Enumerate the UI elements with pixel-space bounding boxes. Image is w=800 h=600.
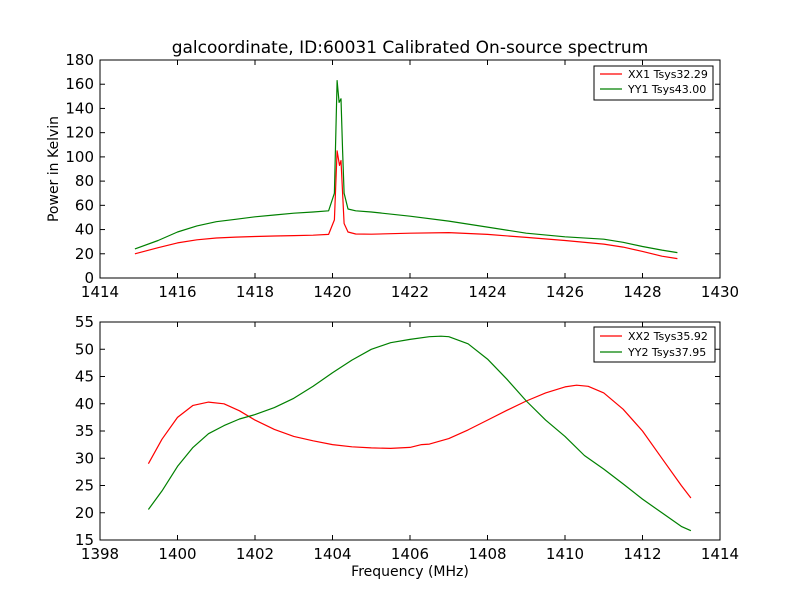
x-tick-label: 1418 xyxy=(236,283,274,301)
y-tick-label: 25 xyxy=(75,477,94,495)
x-tick-label: 1398 xyxy=(81,545,119,563)
x-axis-label: Frequency (MHz) xyxy=(351,564,469,580)
y-tick-label: 140 xyxy=(65,99,94,117)
legend: XX1 Tsys32.29 YY1 Tsys43.00 xyxy=(593,65,714,101)
legend-box xyxy=(593,65,714,101)
legend-box xyxy=(593,326,716,363)
bottom-spectrum-chart: Frequency (MHz) 1398 1400 1402 1404 1406 1408… xyxy=(75,313,739,580)
series-lines xyxy=(134,80,678,260)
y-tick-label: 15 xyxy=(75,531,94,549)
legend: XX2 Tsys35.92 YY2 Tsys37.95 xyxy=(593,326,716,363)
x-tick-label: 1416 xyxy=(158,283,196,301)
y-tick-label: 80 xyxy=(75,172,94,190)
y-tick-label: 35 xyxy=(75,422,94,440)
x-tick-label: 1406 xyxy=(391,545,429,563)
y-tick-label: 60 xyxy=(75,196,94,214)
y-tick-label: 0 xyxy=(84,269,94,287)
y-tick-label: 50 xyxy=(75,340,94,358)
y-tick-label: 20 xyxy=(75,245,94,263)
series-line-yy1 xyxy=(134,80,678,254)
tick-labels: 1398 1400 1402 1404 1406 1408 1410 1412 1414 15 20… xyxy=(75,313,739,563)
x-tick-label: 1408 xyxy=(468,545,506,563)
y-tick-label: 30 xyxy=(75,449,94,467)
top-spectrum-chart: galcoordinate, ID:60031 Calibrated On-so… xyxy=(46,38,739,301)
x-tick-label: 1414 xyxy=(81,283,119,301)
legend-label-xx2: XX2 Tsys35.92 xyxy=(628,330,708,343)
chart-title: galcoordinate, ID:60031 Calibrated On-so… xyxy=(172,38,649,58)
y-axis-label: Power in Kelvin xyxy=(46,116,62,222)
y-tick-label: 180 xyxy=(65,51,94,69)
y-tick-label: 40 xyxy=(75,221,94,239)
x-tick-label: 1402 xyxy=(236,545,274,563)
y-tick-label: 20 xyxy=(75,504,94,522)
x-tick-label: 1424 xyxy=(468,283,506,301)
legend-label-yy1: YY1 Tsys43.00 xyxy=(627,83,706,96)
series-line-yy2 xyxy=(147,335,692,532)
x-tick-label: 1428 xyxy=(623,283,661,301)
plot-frame xyxy=(99,59,721,279)
y-tick-label: 160 xyxy=(65,75,94,93)
x-tick-label: 1400 xyxy=(158,545,196,563)
x-tick-label: 1410 xyxy=(546,545,584,563)
series-line-xx1 xyxy=(134,150,678,260)
y-tick-label: 40 xyxy=(75,395,94,413)
x-tick-label: 1430 xyxy=(701,283,739,301)
x-tick-label: 1404 xyxy=(313,545,351,563)
legend-label-xx1: XX1 Tsys32.29 xyxy=(628,68,708,81)
legend-label-yy2: YY2 Tsys37.95 xyxy=(627,346,706,359)
series-line-xx2 xyxy=(147,384,692,499)
x-tick-label: 1426 xyxy=(546,283,584,301)
x-tick-label: 1420 xyxy=(313,283,351,301)
y-tick-label: 45 xyxy=(75,368,94,386)
x-tick-label: 1414 xyxy=(701,545,739,563)
y-tick-label: 100 xyxy=(65,148,94,166)
x-tick-label: 1422 xyxy=(391,283,429,301)
series-lines xyxy=(147,335,692,532)
plot-frame xyxy=(99,321,721,541)
tick-labels: 1414 1416 1418 1420 1422 1424 1426 1428 1430 0 20 4… xyxy=(65,51,739,301)
y-tick-label: 120 xyxy=(65,124,94,142)
y-tick-label: 55 xyxy=(75,313,94,331)
x-tick-label: 1412 xyxy=(623,545,661,563)
